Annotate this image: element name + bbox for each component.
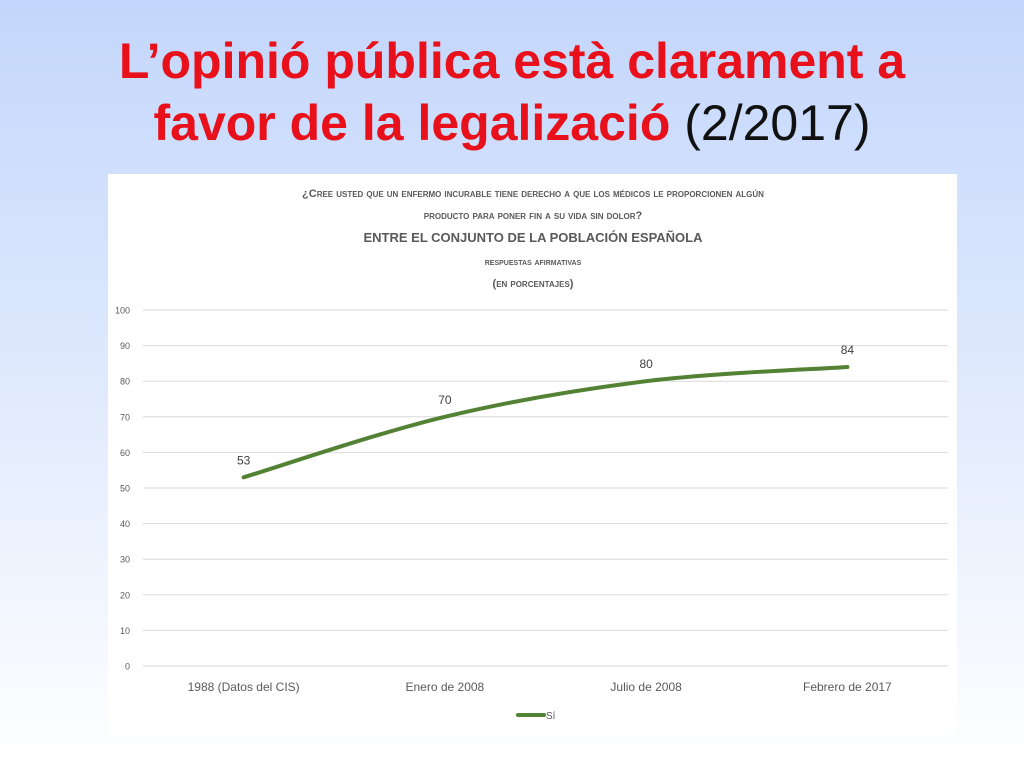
legend: Sí: [516, 711, 556, 722]
y-tick-label: 10: [120, 626, 130, 636]
data-point: [242, 475, 246, 479]
y-tick-label: 70: [120, 412, 130, 422]
data-point: [443, 415, 447, 419]
y-tick-label: 60: [120, 448, 130, 458]
y-tick-label: 40: [120, 519, 130, 529]
chart-title-line-4: respuestas afirmativas: [485, 257, 582, 268]
slide-title: L’opinió pública està clarament a favor …: [0, 30, 1024, 154]
x-tick-label: Febrero de 2017: [803, 680, 892, 694]
chart-title-line-1: ¿Cree usted que un enfermo incurable tie…: [302, 188, 764, 200]
y-tick-label: 90: [120, 341, 130, 351]
y-tick-label: 80: [120, 377, 130, 387]
series-line-0: [241, 364, 850, 480]
data-label: 53: [237, 453, 251, 467]
chart-title-line-2: producto para poner fin a su vida sin do…: [424, 210, 643, 222]
legend-label-si: Sí: [546, 711, 556, 722]
data-point: [845, 365, 849, 369]
grid-layer: [143, 309, 948, 667]
x-tick-label: 1988 (Datos del CIS): [188, 680, 300, 694]
x-tick-label: Enero de 2008: [406, 680, 485, 694]
data-label: 84: [841, 343, 855, 357]
data-point: [644, 379, 648, 383]
y-axis-ticks: 0 10 20 30 40 50 60 70 80 90 100: [115, 306, 130, 672]
title-line-2-bold: favor de la legalizació: [153, 95, 671, 151]
x-tick-label: Julio de 2008: [610, 680, 682, 694]
data-labels: 53 70 80 84: [237, 343, 854, 467]
x-axis-ticks: 1988 (Datos del CIS) Enero de 2008 Julio d…: [188, 680, 892, 694]
chart-title-line-3: ENTRE EL CONJUNTO DE LA POBLACIÓN ESPAÑO…: [364, 230, 704, 245]
line-chart: ¿Cree usted que un enfermo incurable tie…: [115, 188, 948, 722]
title-line-1: L’opinió pública està clarament a: [118, 33, 906, 89]
chart-title: ¿Cree usted que un enfermo incurable tie…: [302, 188, 764, 290]
y-tick-label: 0: [125, 662, 130, 672]
chart-panel: ¿Cree usted que un enfermo incurable tie…: [108, 174, 957, 734]
y-tick-label: 30: [120, 555, 130, 565]
chart-title-line-5: (en porcentajes): [493, 278, 574, 290]
y-tick-label: 50: [120, 484, 130, 494]
title-date: (2/2017): [684, 95, 871, 151]
data-label: 70: [438, 393, 452, 407]
data-label: 80: [639, 357, 653, 371]
series-layer: [241, 364, 850, 480]
y-tick-label: 100: [115, 306, 130, 316]
y-tick-label: 20: [120, 590, 130, 600]
